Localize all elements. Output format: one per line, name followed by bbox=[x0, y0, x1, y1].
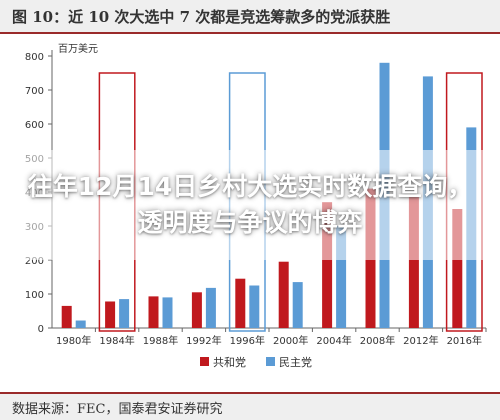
bar-democrat bbox=[249, 285, 260, 328]
y-unit-label: 百万美元 bbox=[58, 42, 98, 55]
legend-swatch bbox=[200, 357, 209, 366]
bar-republican bbox=[235, 278, 246, 328]
y-tick-label: 600 bbox=[25, 120, 44, 131]
bar-republican bbox=[322, 202, 333, 328]
x-tick-label: 2012年 bbox=[403, 334, 438, 347]
bar-republican bbox=[191, 292, 202, 328]
title-bar: 图 10：近 10 次大选中 7 次都是竞选筹款多的党派获胜 bbox=[0, 0, 500, 34]
bar-republican bbox=[408, 197, 419, 328]
chart-title: 图 10：近 10 次大选中 7 次都是竞选筹款多的党派获胜 bbox=[12, 7, 391, 26]
bar-democrat bbox=[162, 297, 173, 328]
y-tick-label: 0 bbox=[38, 324, 44, 335]
bar-republican bbox=[105, 301, 116, 328]
x-tick-label: 1980年 bbox=[56, 334, 91, 347]
y-tick-label: 100 bbox=[25, 290, 44, 301]
legend-label: 民主党 bbox=[279, 356, 312, 369]
source-text: 数据来源：FEC，国泰君安证券研究 bbox=[12, 401, 223, 417]
bar-republican bbox=[452, 209, 463, 328]
x-tick-label: 2016年 bbox=[447, 334, 482, 347]
x-tick-label: 1984年 bbox=[99, 334, 134, 347]
y-tick-label: 800 bbox=[25, 52, 44, 63]
legend-swatch bbox=[266, 357, 275, 366]
headline-overlay: 往年12月14日乡村大选实时数据查询，透明度与争议的博弈 bbox=[0, 150, 500, 260]
bar-democrat bbox=[119, 299, 130, 328]
x-tick-label: 1992年 bbox=[186, 334, 221, 347]
bar-democrat bbox=[75, 320, 86, 328]
x-tick-label: 2008年 bbox=[360, 334, 395, 347]
legend-label: 共和党 bbox=[213, 356, 246, 369]
bar-democrat bbox=[292, 282, 303, 328]
x-tick-label: 1996年 bbox=[230, 334, 265, 347]
x-tick-label: 1988年 bbox=[143, 334, 178, 347]
x-tick-label: 2004年 bbox=[316, 334, 351, 347]
y-tick-label: 200 bbox=[25, 256, 44, 267]
y-tick-label: 700 bbox=[25, 86, 44, 97]
bar-republican bbox=[148, 296, 159, 328]
bar-republican bbox=[278, 261, 289, 328]
bar-democrat bbox=[205, 287, 216, 328]
bar-democrat bbox=[336, 226, 347, 328]
headline-text: 往年12月14日乡村大选实时数据查询，透明度与争议的博弈 bbox=[27, 172, 473, 237]
bar-republican bbox=[61, 305, 72, 328]
source-bar: 数据来源：FEC，国泰君安证券研究 bbox=[0, 392, 500, 420]
x-tick-label: 2000年 bbox=[273, 334, 308, 347]
